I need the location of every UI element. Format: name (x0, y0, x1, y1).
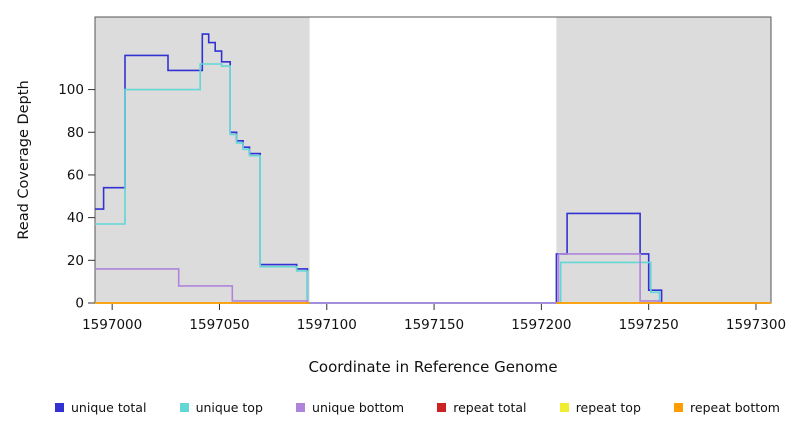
x-tick-label: 1597150 (404, 317, 464, 333)
legend-item-repeat-total: repeat total (437, 400, 527, 415)
x-tick-label: 1597000 (82, 317, 142, 333)
coverage-plot: 0 20 40 60 80 100 1597000 1597050 1597100 1597150… (58, 16, 786, 333)
series-unique-top (95, 63, 771, 304)
y-tick-label: 80 (67, 125, 84, 141)
x-tick-label: 1597200 (511, 317, 571, 333)
x-tick-label: 1597250 (619, 317, 679, 333)
legend-label: repeat total (453, 400, 527, 415)
y-tick-label: 0 (75, 296, 84, 312)
legend-item-repeat-bottom: repeat bottom (674, 400, 780, 415)
legend-item-repeat-top: repeat top (559, 400, 641, 415)
y-tick-label: 100 (58, 82, 84, 98)
legend: unique total unique top unique bottom repea… (0, 400, 792, 415)
y-tick-label: 60 (67, 167, 84, 183)
x-axis-label: Coordinate in Reference Genome (308, 358, 558, 376)
y-tick-label: 20 (67, 253, 84, 269)
x-tick-label: 1597300 (726, 317, 786, 333)
y-axis-label: Read Coverage Depth (16, 80, 32, 240)
x-tick-label: 1597100 (297, 317, 357, 333)
legend-label: repeat bottom (690, 400, 780, 415)
legend-swatch-icon (674, 403, 684, 412)
legend-swatch-icon (296, 403, 306, 412)
legend-swatch-icon (559, 403, 569, 412)
legend-label: unique total (71, 400, 147, 415)
legend-swatch-icon (55, 403, 64, 412)
legend-item-unique-total: unique total (55, 400, 146, 415)
legend-swatch-icon (179, 403, 189, 412)
series-unique-bottom (95, 253, 771, 304)
legend-label: unique bottom (312, 400, 405, 415)
y-tick-label: 40 (67, 210, 84, 226)
x-tick-label: 1597050 (189, 317, 249, 333)
legend-item-unique-top: unique top (179, 400, 263, 415)
legend-label: repeat top (575, 400, 641, 415)
legend-label: unique top (195, 400, 263, 415)
legend-item-unique-bottom: unique bottom (296, 400, 404, 415)
legend-swatch-icon (437, 403, 447, 412)
shaded-region (556, 17, 771, 303)
